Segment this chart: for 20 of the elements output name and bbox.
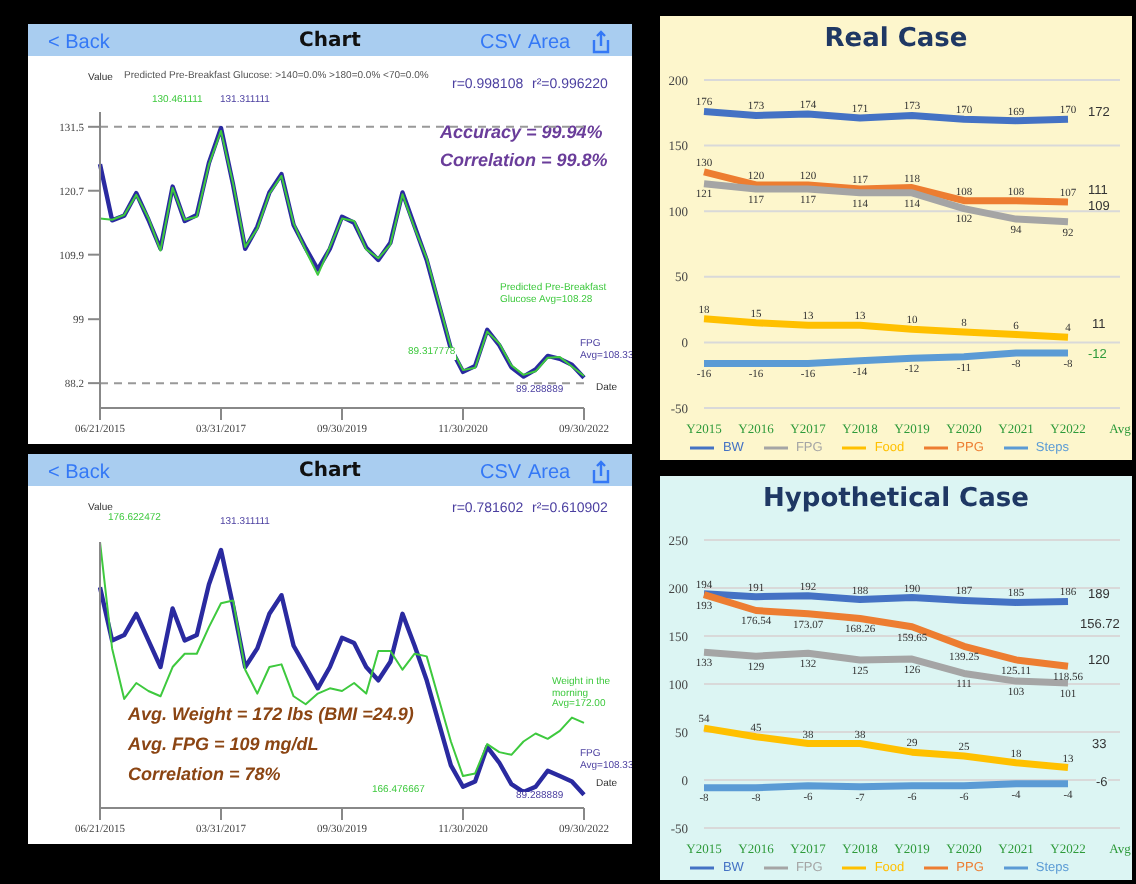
line-series <box>700 180 1072 226</box>
line-series <box>700 724 1072 772</box>
line-series <box>700 315 1072 341</box>
annotation: Correlation = 99.8% <box>440 150 608 172</box>
chart-title: Chart <box>299 30 361 52</box>
line-series <box>700 168 1072 206</box>
text: < Back <box>48 32 110 54</box>
text: CSV <box>480 32 522 54</box>
chart-title: Hypothetical Case <box>761 484 1031 514</box>
annotation: Avg. FPG = 109 mg/dL <box>128 734 319 756</box>
text: CSV <box>480 462 522 484</box>
annotation: Accuracy = 99.94% <box>440 122 603 144</box>
annotation: Correlation = 78% <box>128 764 281 786</box>
chart-title: Chart <box>299 460 361 482</box>
text: Area <box>528 32 571 54</box>
annotation: Avg. Weight = 172 lbs (BMI =24.9) <box>128 704 414 726</box>
line-series <box>700 591 1072 670</box>
text: Area <box>528 462 571 484</box>
chart-title: Real Case <box>822 24 970 54</box>
text: < Back <box>48 462 110 484</box>
